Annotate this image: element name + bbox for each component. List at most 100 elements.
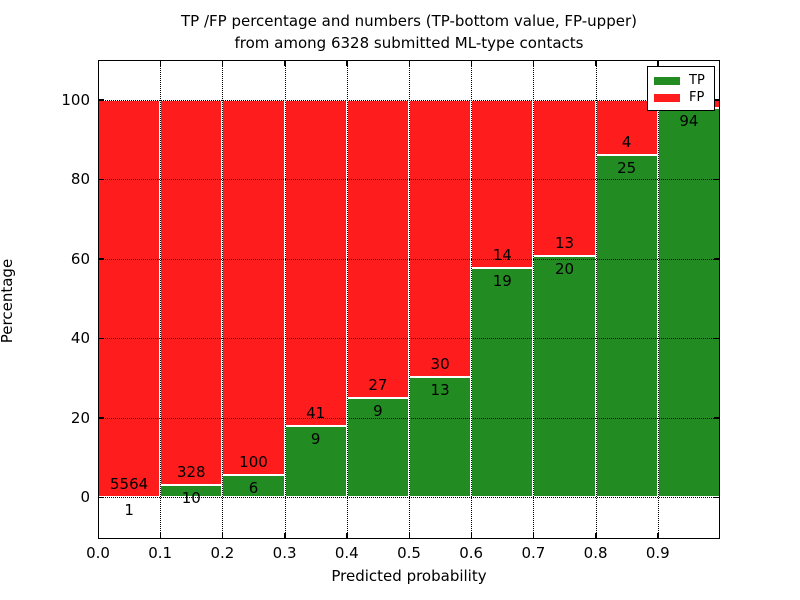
x-tick-mark	[284, 533, 286, 539]
tp-count-label: 9	[373, 401, 383, 420]
x-tick-label: 0.2	[210, 544, 235, 562]
x-tick-label: 0.7	[521, 544, 546, 562]
vertical-gridline	[657, 60, 659, 539]
x-tick-mark	[97, 533, 99, 539]
fp-count-label: 14	[492, 246, 512, 265]
x-axis-label: Predicted probability	[331, 567, 487, 585]
x-tick-label: 0.4	[334, 544, 359, 562]
x-tick-label: 0.0	[86, 544, 110, 562]
chart-title-line1: TP /FP percentage and numbers (TP-bottom…	[181, 12, 637, 30]
y-tick-label: 100	[61, 90, 90, 109]
x-tick-mark	[657, 533, 659, 539]
x-tick-mark	[159, 533, 162, 539]
tp-count-label: 10	[181, 489, 201, 508]
y-tick-label: 60	[70, 249, 90, 268]
chart-title-line2: from among 6328 submitted ML-type contac…	[234, 34, 584, 52]
tp-count-label: 6	[248, 478, 259, 497]
x-tick-mark	[408, 533, 410, 539]
vertical-gridline	[222, 60, 224, 539]
x-tick-mark	[97, 60, 99, 66]
fp-count-label: 30	[430, 355, 450, 374]
chart-title: TP /FP percentage and numbers (TP-bottom…	[98, 10, 720, 54]
fp-bar-segment	[533, 99, 596, 257]
tp-legend-label: TP	[689, 73, 705, 88]
y-axis-label: Percentage	[0, 258, 16, 344]
legend-entry-tp: TP	[654, 72, 708, 89]
tp-count-label: 20	[554, 260, 575, 279]
x-tick-label: 0.5	[397, 544, 421, 562]
y-tick-mark	[98, 99, 104, 101]
x-tick-label: 0.1	[148, 544, 173, 562]
fp-count-label: 4	[621, 132, 632, 151]
tp-bar-segment	[595, 154, 658, 498]
x-tick-label: 0.8	[583, 544, 608, 562]
vertical-gridline	[284, 60, 286, 539]
x-tick-mark	[346, 60, 348, 66]
y-tick-label: 80	[70, 170, 90, 189]
y-tick-mark	[98, 178, 104, 181]
fp-count-label: 41	[306, 403, 326, 422]
y-tick-label: 0	[80, 488, 90, 507]
x-tick-mark	[532, 60, 535, 66]
y-tick-mark	[714, 178, 720, 181]
y-tick-mark	[98, 337, 104, 340]
x-tick-mark	[470, 60, 473, 66]
tp-bar-segment	[471, 268, 534, 498]
fp-count-label: 13	[554, 234, 575, 253]
fp-count-label: 100	[239, 452, 268, 471]
fp-legend-label: FP	[689, 90, 705, 105]
tp-count-label: 1	[124, 501, 134, 520]
vertical-gridline	[595, 60, 597, 539]
y-tick-mark	[714, 417, 720, 419]
fp-bar-segment	[471, 99, 534, 269]
tp-count-label: 94	[679, 112, 699, 131]
x-tick-mark	[595, 60, 597, 66]
fp-count-label: 5564	[110, 475, 149, 494]
tp-count-label: 19	[492, 272, 512, 291]
y-tick-mark	[714, 496, 720, 499]
y-tick-mark	[714, 337, 720, 340]
x-tick-label: 0.6	[459, 544, 484, 562]
legend: TP FP	[647, 66, 715, 111]
fp-legend-swatch-icon	[654, 93, 680, 102]
x-tick-mark	[532, 533, 535, 539]
x-tick-label: 0.3	[272, 544, 297, 562]
y-tick-mark	[714, 99, 720, 101]
y-tick-label: 40	[70, 329, 90, 348]
x-tick-mark	[470, 533, 473, 539]
tp-bar-segment	[533, 256, 596, 498]
tp-bar-segment	[346, 397, 409, 498]
legend-entry-fp: FP	[654, 89, 708, 106]
tp-count-label: 9	[310, 429, 321, 448]
tp-bar-segment	[284, 425, 347, 498]
fp-count-label: 27	[368, 375, 388, 394]
vertical-gridline	[346, 60, 348, 539]
x-tick-mark	[159, 60, 162, 66]
vertical-gridline	[533, 60, 535, 539]
y-tick-label: 20	[70, 408, 90, 427]
x-tick-mark	[408, 60, 410, 66]
fp-bar-segment	[160, 99, 223, 486]
x-tick-label: 0.9	[645, 544, 670, 562]
y-tick-mark	[98, 417, 104, 419]
x-tick-mark	[657, 60, 659, 66]
fp-bar-segment	[346, 99, 409, 398]
vertical-gridline	[160, 60, 162, 539]
x-tick-mark	[595, 533, 597, 539]
y-tick-mark	[98, 258, 104, 260]
x-tick-mark	[221, 533, 224, 539]
x-tick-mark	[221, 60, 224, 66]
fp-bar-segment	[409, 99, 472, 378]
vertical-gridline	[409, 60, 410, 539]
vertical-gridline	[471, 60, 473, 539]
tp-bar-segment	[657, 108, 720, 498]
fp-bar-segment	[98, 99, 161, 498]
tp-legend-swatch-icon	[654, 76, 680, 85]
y-tick-mark	[714, 258, 720, 260]
fp-count-label: 328	[176, 463, 206, 482]
y-tick-mark	[98, 496, 104, 499]
tp-count-label: 25	[617, 158, 637, 177]
plot-area: TP FP 5564 1 328 10 100 6 41 9 27 9 30 13 14 19 13 20 4 2…	[97, 60, 720, 539]
fp-bar-segment	[284, 99, 347, 426]
